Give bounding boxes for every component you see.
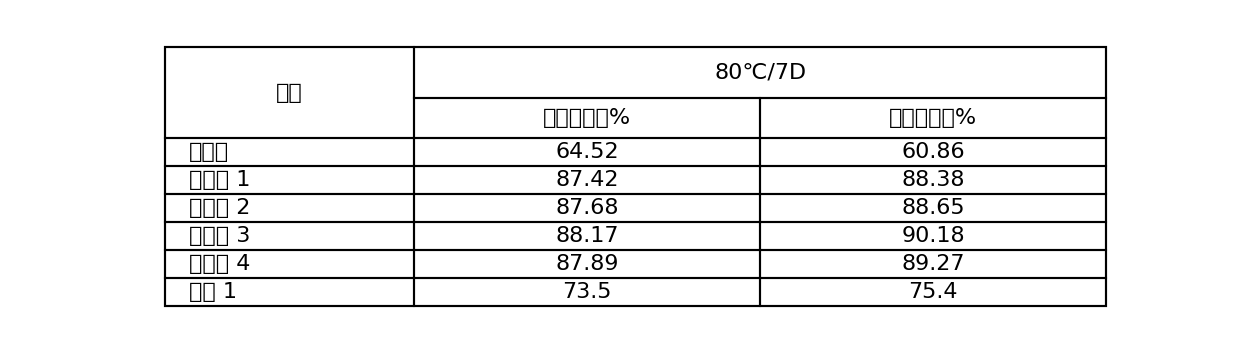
Bar [165,194,414,222]
Bar [414,98,760,138]
Bar [760,138,1106,166]
Text: 89.27: 89.27 [901,254,965,274]
Text: 87.68: 87.68 [556,198,619,218]
Text: 75.4: 75.4 [909,282,959,302]
Bar [414,138,760,166]
Bar [165,138,414,166]
Text: 容量恢复率%: 容量恢复率% [889,108,977,128]
Text: 实验组 3: 实验组 3 [188,226,250,246]
Text: 64.52: 64.52 [556,142,619,162]
Text: 80℃/7D: 80℃/7D [714,63,806,83]
Bar [165,278,414,306]
Bar [165,166,414,194]
Bar [414,250,760,278]
Text: 实验组 1: 实验组 1 [188,170,250,190]
Bar [760,222,1106,250]
Bar [414,278,760,306]
Text: 87.42: 87.42 [556,170,619,190]
Bar [414,47,1106,98]
Text: 实验组 4: 实验组 4 [188,254,250,274]
Text: 88.38: 88.38 [901,170,965,190]
Bar [760,166,1106,194]
Text: 88.65: 88.65 [901,198,965,218]
Text: 对照 1: 对照 1 [188,282,237,302]
Text: 87.89: 87.89 [556,254,619,274]
Bar [414,166,760,194]
Bar [760,250,1106,278]
Text: 60.86: 60.86 [901,142,965,162]
Bar [760,194,1106,222]
Text: 实验组 2: 实验组 2 [188,198,250,218]
Bar [760,278,1106,306]
Text: 73.5: 73.5 [563,282,613,302]
Text: 88.17: 88.17 [556,226,619,246]
Text: 项目: 项目 [277,83,303,103]
Bar [414,222,760,250]
Text: 空白组: 空白组 [188,142,228,162]
Bar [414,194,760,222]
Bar [165,222,414,250]
Bar [760,98,1106,138]
Bar [165,250,414,278]
Text: 容量保持率%: 容量保持率% [543,108,631,128]
Bar [165,47,414,138]
Text: 90.18: 90.18 [901,226,965,246]
